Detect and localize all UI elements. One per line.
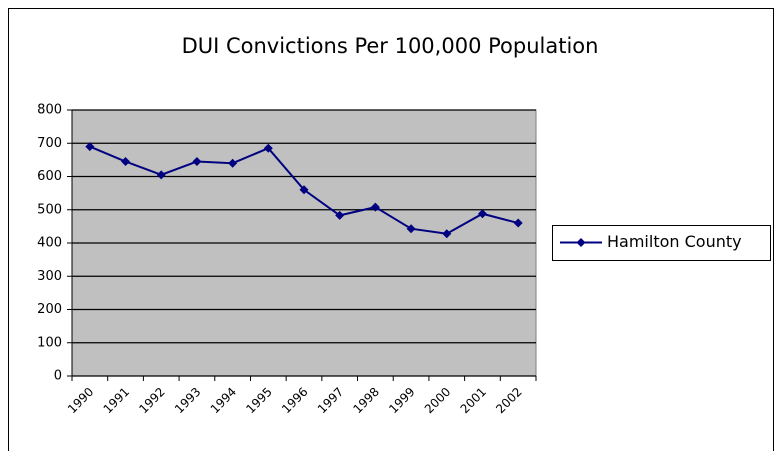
y-tick-label: 0: [54, 369, 62, 384]
chart-title: DUI Convictions Per 100,000 Population: [182, 34, 599, 58]
data-point: [85, 142, 95, 152]
y-tick-label: 300: [37, 269, 62, 284]
data-point: [299, 185, 309, 195]
data-point: [406, 224, 416, 234]
data-point: [477, 209, 487, 219]
data-point: [370, 202, 380, 212]
data-point: [156, 170, 166, 180]
data-point: [335, 210, 345, 220]
y-tick-label: 400: [37, 236, 62, 251]
data-point: [121, 157, 131, 167]
legend-label: Hamilton County: [607, 232, 742, 251]
data-point: [263, 143, 273, 153]
data-point: [513, 218, 523, 228]
data-point: [442, 229, 452, 239]
legend-marker: [576, 238, 586, 247]
y-tick-label: 200: [37, 302, 62, 317]
y-tick-label: 800: [37, 103, 62, 118]
data-point: [228, 158, 238, 168]
y-tick-label: 100: [37, 335, 62, 350]
y-tick-label: 500: [37, 202, 62, 217]
y-tick-label: 700: [37, 136, 62, 151]
data-point: [192, 157, 202, 167]
y-tick-label: 600: [37, 169, 62, 184]
